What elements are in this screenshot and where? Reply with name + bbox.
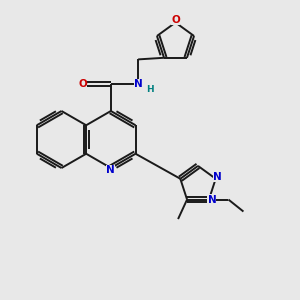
Text: N: N — [208, 194, 216, 205]
Text: H: H — [146, 85, 154, 94]
Text: O: O — [79, 79, 87, 89]
Text: N: N — [213, 172, 222, 182]
Text: N: N — [134, 79, 142, 89]
Text: O: O — [171, 15, 180, 25]
Text: N: N — [106, 165, 115, 175]
